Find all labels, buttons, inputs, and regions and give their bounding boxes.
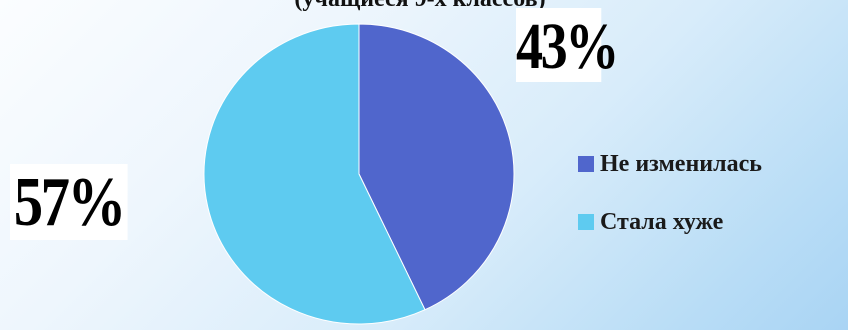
- legend-label-stala-khuzhe: Стала хуже: [600, 208, 724, 235]
- legend-swatch-ne-izmenilas: [578, 156, 594, 172]
- pie-slice-1: [203, 23, 426, 325]
- legend-swatch-stala-khuzhe: [578, 214, 594, 230]
- slice-label-stala-khuzhe: 57%: [10, 164, 128, 240]
- pie-slice-0: [358, 23, 515, 311]
- legend-item-ne-izmenilas: Не изменилась: [578, 151, 762, 177]
- legend-label-ne-izmenilas: Не изменилась: [600, 150, 762, 177]
- legend-item-stala-khuzhe: Стала хуже: [578, 209, 762, 235]
- slice-label-ne-izmenilas: 43%: [516, 8, 619, 83]
- chart-title: (учащиеся 9-х классов): [200, 0, 640, 13]
- legend: Не изменилась Стала хуже: [578, 151, 762, 267]
